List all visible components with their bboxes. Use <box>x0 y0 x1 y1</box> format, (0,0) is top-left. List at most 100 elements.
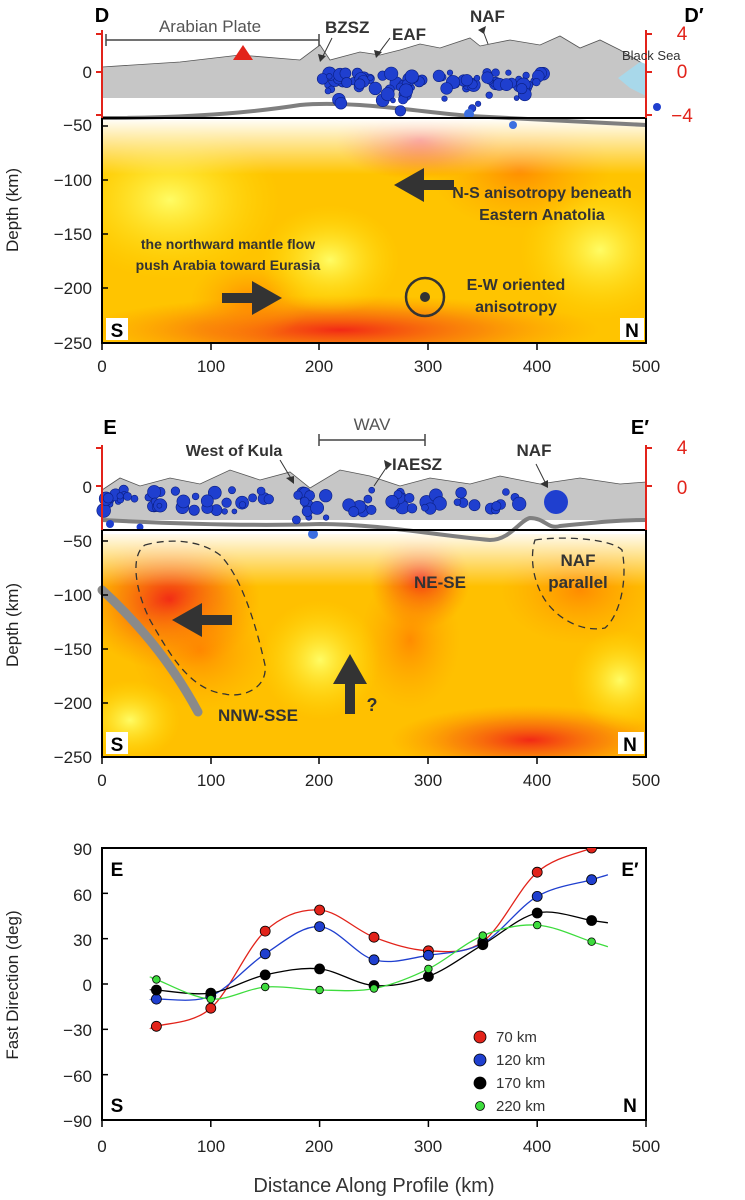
legend-label: 170 km <box>496 1075 545 1092</box>
data-point <box>477 939 489 951</box>
earthquake-dot <box>238 501 247 509</box>
xtick-500: 500 <box>632 357 660 376</box>
data-point <box>533 920 542 930</box>
earthquake-dot <box>363 494 373 504</box>
naf-parallel-region <box>531 537 625 630</box>
data-point <box>206 994 215 1004</box>
panel3-title-right: E′ <box>621 860 639 881</box>
panel3-title-left: E <box>111 860 124 881</box>
arrow-right-icon <box>222 281 282 315</box>
earthquake-dot <box>293 490 303 500</box>
panel-2: 4 0 0 −50 −100 −150 −200 −250 0 100 200 … <box>3 415 688 790</box>
ew-anisotropy-line2: anisotropy <box>475 299 557 316</box>
earthquake-dot <box>348 506 360 518</box>
earthquake-dot <box>221 508 228 515</box>
panel1-moho <box>101 101 647 127</box>
earthquake-dot <box>263 494 274 505</box>
naf-label-1: NAF <box>470 7 505 26</box>
earthquake-dot <box>473 74 481 82</box>
elev2-tick-4: 4 <box>677 438 688 459</box>
data-point <box>368 954 380 966</box>
naf-parallel-line1: NAF <box>561 551 596 570</box>
arrow-left-icon <box>394 168 454 202</box>
panel2-ylabel: Depth (km) <box>3 583 22 667</box>
panel2-moho <box>101 515 647 543</box>
earthquake-dot <box>446 69 454 76</box>
earthquake-dot <box>221 497 232 508</box>
legend-marker <box>473 1076 487 1090</box>
p2-xtick-500: 500 <box>632 771 660 790</box>
p3-xtick-100: 100 <box>197 1137 225 1156</box>
data-point <box>369 984 379 993</box>
earthquake-dot <box>384 66 399 81</box>
data-point <box>261 982 270 992</box>
data-point <box>314 904 326 916</box>
ytick-250: −250 <box>54 334 92 353</box>
earthquake-dot <box>170 486 180 496</box>
p3-ytick-neg90: −90 <box>63 1112 92 1131</box>
nnw-sse-region <box>135 540 266 696</box>
earthquake-dot <box>231 508 238 515</box>
ns-anisotropy-line2: Eastern Anatolia <box>479 207 605 224</box>
earthquake-dot <box>291 515 301 525</box>
nese-label: NE-SE <box>414 573 466 592</box>
data-point <box>422 949 434 961</box>
earthquake-dot <box>96 503 111 518</box>
earthquake-dot <box>440 82 453 95</box>
mantle-flow-line2: push Arabia toward Eurasia <box>136 257 321 273</box>
data-point <box>150 993 162 1005</box>
earthquake-dot <box>516 83 528 95</box>
nnw-sse-label: NNW-SSE <box>218 706 298 725</box>
earthquake-dot <box>188 504 200 516</box>
ytick-150: −150 <box>54 225 92 244</box>
data-point <box>586 915 597 926</box>
out-of-plane-icon <box>404 276 446 318</box>
panel1-heatmap <box>102 118 646 343</box>
earthquake-dot <box>491 68 500 77</box>
data-point <box>424 964 433 974</box>
p3-ytick-90: 90 <box>73 840 92 859</box>
earthquake-dot <box>464 109 474 119</box>
earthquake-dot <box>354 78 366 90</box>
earthquake-dot <box>130 494 139 503</box>
earthquake-dot <box>502 488 510 496</box>
legend-label: 220 km <box>496 1098 545 1115</box>
earthquake-dot <box>453 498 462 506</box>
earthquake-dot <box>366 504 377 515</box>
earthquake-dot <box>136 523 144 531</box>
earthquake-dot <box>500 78 513 91</box>
earthquake-dot <box>200 494 214 508</box>
panel1-title-right: D′ <box>684 5 703 27</box>
earthquake-dot <box>323 514 330 521</box>
data-point <box>150 1020 162 1032</box>
legend-marker <box>473 1030 487 1044</box>
p3-ytick-30: 30 <box>73 931 92 950</box>
earthquake-dot <box>191 492 200 501</box>
earthquake-dot <box>326 73 333 80</box>
p3-xtick-300: 300 <box>414 1137 442 1156</box>
legend-label: 70 km <box>496 1029 537 1046</box>
earthquake-dot <box>532 77 541 87</box>
earthquake-dot <box>368 486 376 494</box>
black-sea <box>618 62 646 96</box>
earthquake-dot <box>544 490 568 514</box>
xtick-0: 0 <box>97 357 106 376</box>
west-kula-label: West of Kula <box>186 443 283 460</box>
ytick-50: −50 <box>63 116 92 135</box>
data-point <box>205 1002 217 1014</box>
xtick-400: 400 <box>523 357 551 376</box>
p2-ytick-50: −50 <box>63 532 92 551</box>
panel2-heatmap <box>102 530 646 757</box>
earthquake-dot <box>468 499 481 512</box>
naf-parallel-line2: parallel <box>548 573 608 592</box>
arabian-plate-label: Arabian Plate <box>159 17 261 36</box>
p3-xtick-0: 0 <box>97 1137 106 1156</box>
p3-ytick-0: 0 <box>83 976 92 995</box>
data-point <box>152 975 161 984</box>
panel1-title-left: D <box>95 5 109 27</box>
earthquake-dot <box>324 87 332 95</box>
earthquake-dot <box>123 491 132 501</box>
panel2-title-left: E <box>103 417 116 439</box>
panel1-label-s: S <box>111 321 124 342</box>
earthquake-dot <box>399 83 414 98</box>
